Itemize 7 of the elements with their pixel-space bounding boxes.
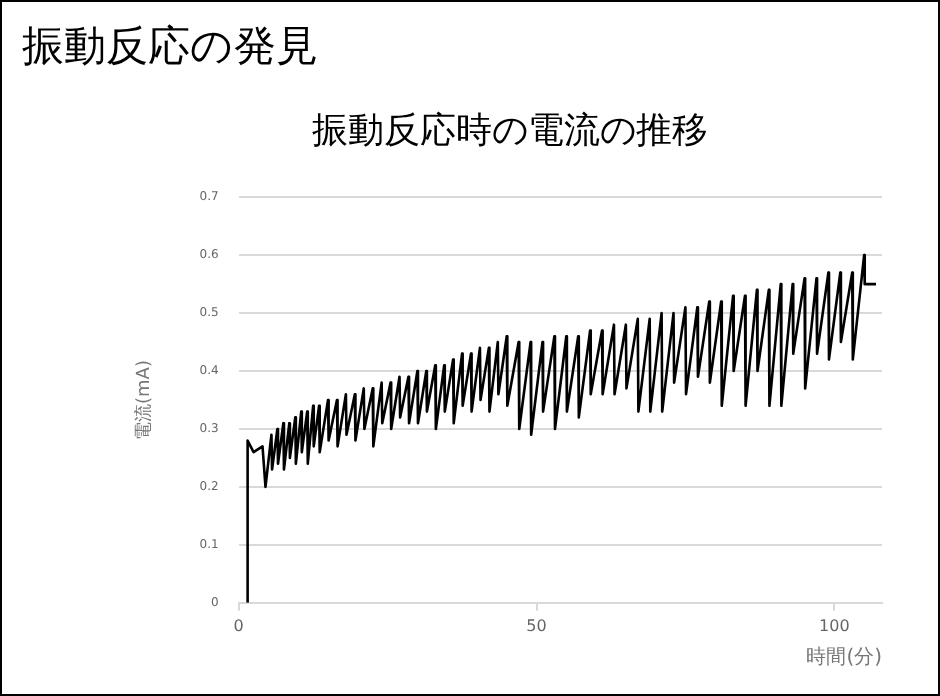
x-tick-label: 0 <box>233 616 244 635</box>
chart-title: 振動反応の発見 <box>22 20 318 74</box>
x-tick-label: 50 <box>526 616 547 635</box>
x-axis-title: 時間(分) <box>806 645 883 670</box>
chart-subtitle: 振動反応時の電流の推移 <box>310 108 710 154</box>
y-axis-title: 電流(mA) <box>133 360 156 440</box>
x-tick-label: 100 <box>819 616 850 635</box>
